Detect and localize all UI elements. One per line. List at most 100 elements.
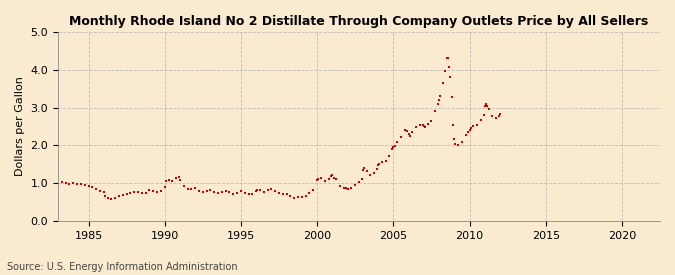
- Point: [167, 179, 178, 183]
- Point: [350, 183, 360, 188]
- Point: [361, 169, 372, 173]
- Point: [446, 95, 457, 99]
- Point: [186, 187, 197, 191]
- Point: [228, 192, 239, 196]
- Point: [426, 119, 437, 123]
- Point: [449, 136, 460, 141]
- Point: [76, 182, 86, 186]
- Point: [389, 144, 400, 148]
- Point: [293, 195, 304, 199]
- Point: [159, 185, 170, 189]
- Point: [205, 188, 216, 192]
- Point: [140, 191, 151, 196]
- Point: [384, 154, 395, 158]
- Point: [217, 190, 227, 194]
- Point: [243, 192, 254, 196]
- Point: [129, 189, 140, 194]
- Point: [495, 112, 506, 117]
- Point: [155, 189, 166, 193]
- Point: [327, 173, 338, 177]
- Point: [374, 161, 385, 166]
- Point: [342, 187, 353, 191]
- Point: [102, 196, 113, 200]
- Point: [422, 122, 433, 127]
- Point: [173, 175, 184, 179]
- Point: [197, 190, 208, 194]
- Point: [277, 192, 288, 196]
- Point: [163, 178, 174, 182]
- Point: [209, 189, 219, 194]
- Point: [411, 125, 422, 130]
- Point: [304, 191, 315, 195]
- Point: [161, 179, 171, 183]
- Point: [453, 142, 464, 147]
- Point: [64, 182, 75, 186]
- Point: [178, 184, 189, 188]
- Point: [444, 65, 455, 69]
- Point: [491, 116, 502, 120]
- Point: [365, 173, 376, 177]
- Point: [472, 122, 483, 127]
- Point: [479, 103, 490, 108]
- Point: [430, 109, 441, 114]
- Point: [338, 186, 349, 190]
- Point: [387, 147, 398, 151]
- Point: [482, 103, 493, 108]
- Point: [250, 189, 261, 193]
- Point: [377, 160, 387, 165]
- Point: [132, 190, 143, 194]
- Point: [433, 98, 444, 102]
- Point: [308, 188, 319, 192]
- Point: [450, 141, 461, 146]
- Point: [319, 178, 330, 183]
- Point: [404, 133, 415, 138]
- Point: [252, 188, 263, 192]
- Point: [262, 188, 273, 192]
- Point: [232, 191, 242, 195]
- Point: [442, 56, 453, 60]
- Point: [254, 188, 265, 192]
- Point: [247, 192, 258, 196]
- Point: [95, 189, 105, 193]
- Point: [270, 189, 281, 193]
- Point: [414, 122, 425, 127]
- Point: [493, 114, 504, 118]
- Point: [240, 191, 250, 195]
- Point: [144, 188, 155, 192]
- Point: [331, 177, 342, 182]
- Point: [175, 178, 186, 182]
- Point: [136, 191, 147, 196]
- Point: [266, 186, 277, 191]
- Point: [224, 190, 235, 194]
- Point: [83, 184, 94, 188]
- Point: [407, 130, 418, 134]
- Point: [326, 174, 337, 178]
- Point: [465, 126, 476, 131]
- Point: [68, 181, 79, 185]
- Point: [213, 191, 223, 196]
- Point: [440, 68, 451, 73]
- Point: [113, 194, 124, 198]
- Point: [463, 130, 474, 134]
- Point: [328, 175, 339, 180]
- Point: [273, 191, 284, 195]
- Point: [460, 133, 471, 137]
- Point: [100, 194, 111, 199]
- Point: [220, 189, 231, 193]
- Point: [236, 189, 246, 193]
- Point: [437, 81, 448, 85]
- Title: Monthly Rhode Island No 2 Distillate Through Company Outlets Price by All Seller: Monthly Rhode Island No 2 Distillate Thr…: [70, 15, 649, 28]
- Point: [87, 185, 98, 189]
- Point: [358, 168, 369, 172]
- Point: [201, 189, 212, 193]
- Point: [312, 178, 323, 182]
- Point: [417, 122, 428, 127]
- Point: [125, 191, 136, 195]
- Point: [148, 189, 159, 193]
- Point: [356, 177, 367, 182]
- Point: [122, 192, 132, 196]
- Point: [72, 182, 82, 186]
- Y-axis label: Dollars per Gallon: Dollars per Gallon: [15, 76, 25, 177]
- Point: [403, 132, 414, 136]
- Point: [400, 128, 410, 133]
